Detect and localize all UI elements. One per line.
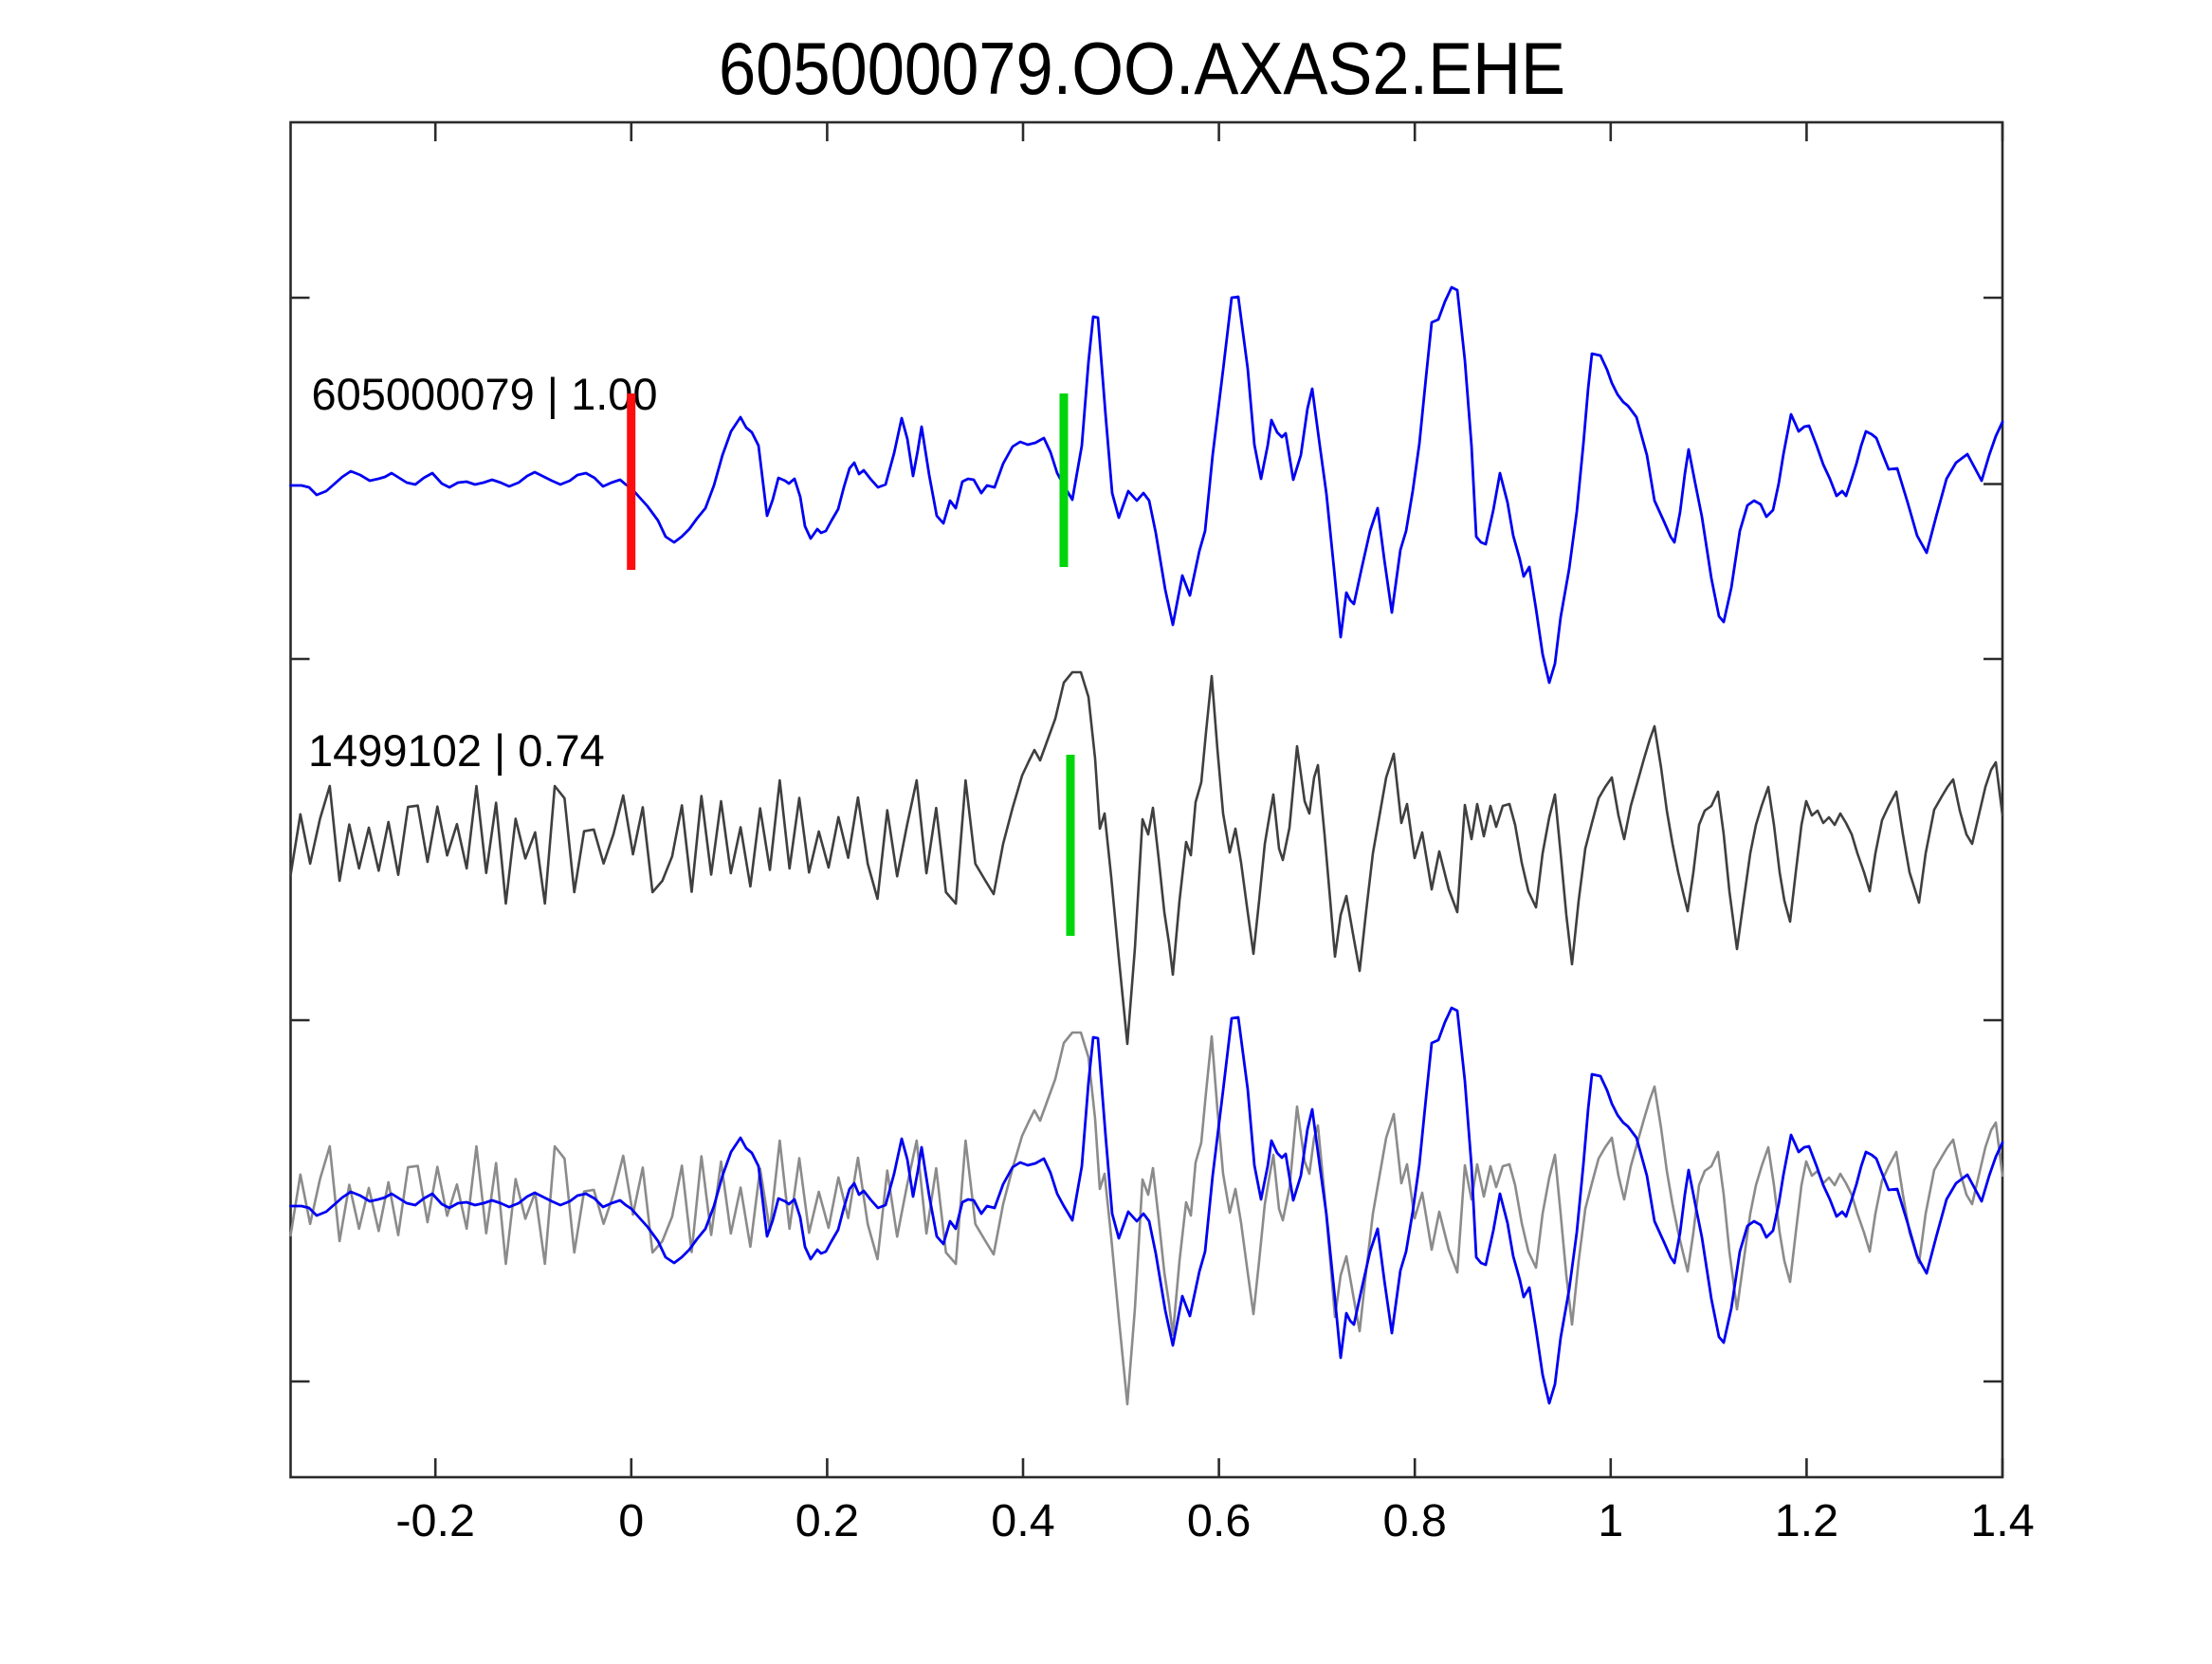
- svg-text:1499102 | 0.74: 1499102 | 0.74: [308, 725, 605, 776]
- svg-text:-0.2: -0.2: [395, 1495, 475, 1546]
- svg-text:0: 0: [618, 1495, 644, 1546]
- svg-text:0.4: 0.4: [991, 1495, 1054, 1546]
- svg-text:1.2: 1.2: [1775, 1495, 1838, 1546]
- svg-text:0.8: 0.8: [1382, 1495, 1446, 1546]
- svg-text:0.6: 0.6: [1187, 1495, 1251, 1546]
- svg-text:0.2: 0.2: [795, 1495, 859, 1546]
- svg-text:605000079.OO.AXAS2.EHE: 605000079.OO.AXAS2.EHE: [719, 28, 1565, 110]
- svg-text:1.4: 1.4: [1970, 1495, 2034, 1546]
- svg-text:1: 1: [1598, 1495, 1623, 1546]
- svg-text:605000079 | 1.00: 605000079 | 1.00: [312, 369, 658, 419]
